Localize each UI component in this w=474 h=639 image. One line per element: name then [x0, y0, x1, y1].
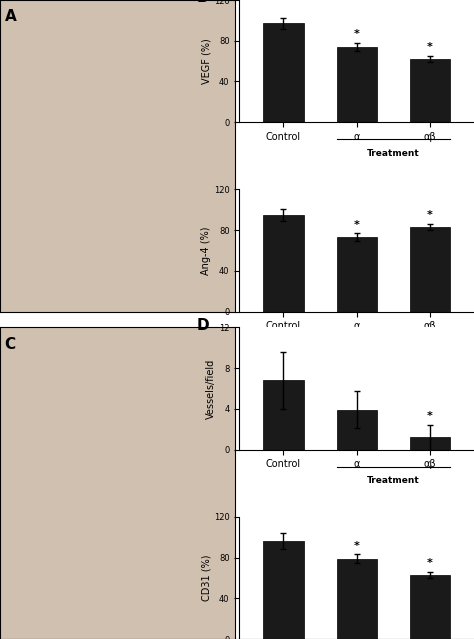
- Text: *: *: [354, 220, 360, 229]
- Y-axis label: VEGF (%): VEGF (%): [201, 38, 211, 84]
- Bar: [263, 215, 303, 312]
- Bar: [337, 410, 377, 449]
- Text: Treatment: Treatment: [367, 339, 419, 348]
- Y-axis label: Ang-4 (%): Ang-4 (%): [201, 226, 211, 275]
- Text: *: *: [354, 541, 360, 551]
- Text: Treatment: Treatment: [367, 149, 419, 158]
- Bar: [263, 541, 303, 639]
- Bar: [410, 437, 450, 449]
- Text: C: C: [5, 337, 16, 351]
- Text: *: *: [427, 412, 433, 421]
- Bar: [337, 237, 377, 312]
- Bar: [410, 59, 450, 122]
- Text: *: *: [354, 29, 360, 39]
- Text: *: *: [427, 210, 433, 220]
- Bar: [337, 558, 377, 639]
- Bar: [410, 575, 450, 639]
- Text: *: *: [427, 42, 433, 52]
- Bar: [337, 47, 377, 122]
- Bar: [263, 24, 303, 122]
- Bar: [263, 380, 303, 449]
- Text: D: D: [197, 318, 210, 332]
- Text: B: B: [197, 0, 209, 5]
- Text: A: A: [5, 10, 17, 24]
- Text: *: *: [427, 558, 433, 568]
- Bar: [410, 227, 450, 312]
- Y-axis label: Vessels/field: Vessels/field: [206, 358, 216, 419]
- Y-axis label: CD31 (%): CD31 (%): [201, 555, 211, 601]
- Text: Treatment: Treatment: [367, 477, 419, 486]
